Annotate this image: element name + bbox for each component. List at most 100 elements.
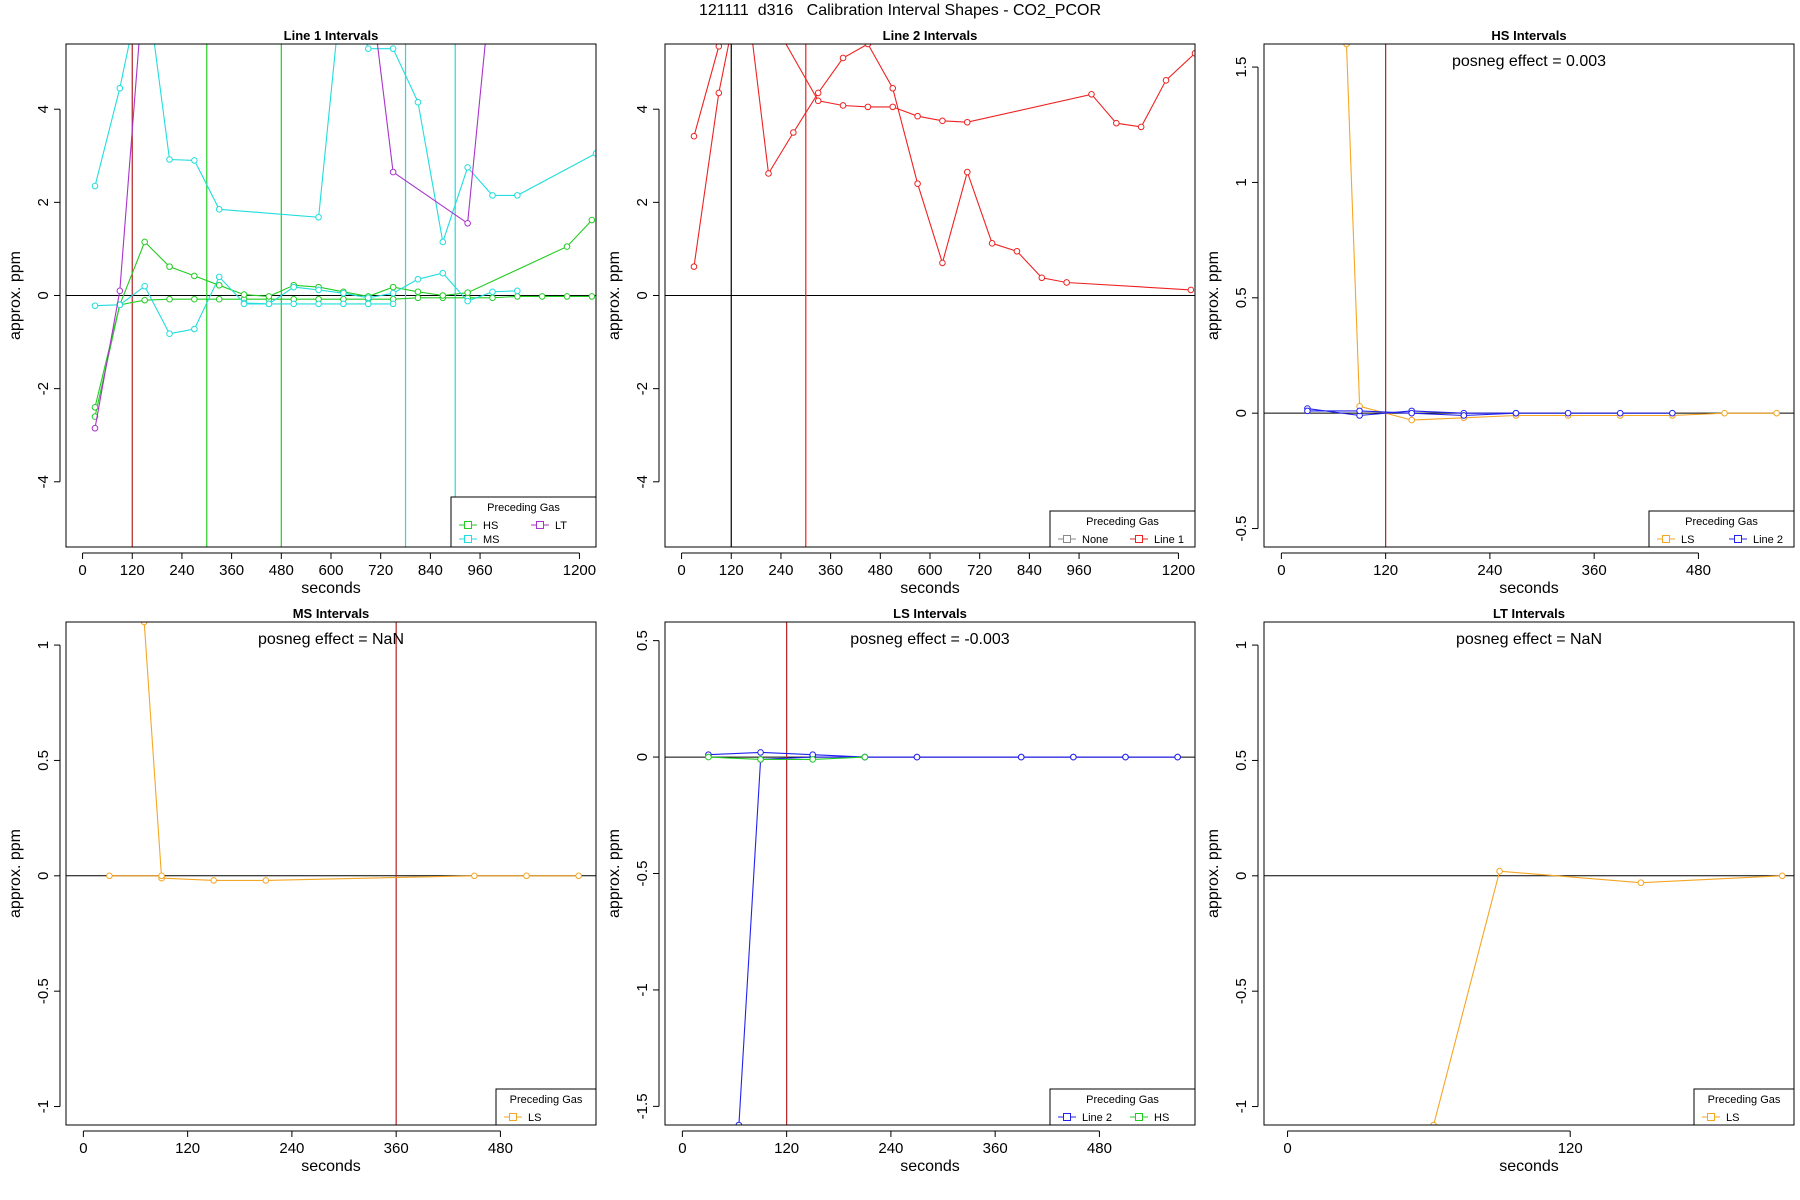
- data-point: [939, 259, 946, 267]
- data-point: [210, 877, 218, 884]
- legend-swatch-marker: [464, 535, 472, 543]
- data-point: [1063, 279, 1070, 286]
- data-point: [809, 756, 817, 763]
- data-point: [464, 297, 471, 305]
- series-line-line-2: [708, 751, 1178, 758]
- x-tick-label: 240: [1477, 562, 1502, 579]
- chart-title: HS Intervals: [1491, 28, 1566, 43]
- data-point: [889, 103, 897, 111]
- data-point: [340, 300, 347, 308]
- x-axis-label: seconds: [301, 580, 361, 597]
- data-point: [389, 45, 397, 52]
- y-tick-label: 0.5: [634, 630, 651, 651]
- y-tick-label: 1.5: [1233, 57, 1250, 78]
- legend-entry-label: None: [1082, 534, 1108, 546]
- data-point: [715, 89, 723, 97]
- x-tick-label: 960: [1067, 562, 1092, 579]
- x-tick-label: 1200: [563, 562, 596, 579]
- y-tick-label: 0: [1233, 872, 1250, 880]
- plot-frame: [1263, 43, 1795, 548]
- x-tick-label: 360: [384, 1140, 409, 1157]
- y-tick-label: 0.5: [1233, 750, 1250, 771]
- x-tick-label: 240: [169, 562, 194, 579]
- plot-frame: [65, 621, 597, 1126]
- x-tick-label: 120: [1558, 1140, 1583, 1157]
- data-point: [790, 129, 797, 136]
- data-point: [563, 293, 571, 300]
- y-tick-label: 2: [35, 198, 52, 206]
- data-point: [439, 292, 447, 299]
- data-point: [538, 293, 546, 300]
- y-tick-label: 0.5: [1233, 287, 1250, 308]
- series-line-lt: [376, 44, 486, 225]
- x-tick-label: 360: [219, 562, 244, 579]
- data-point: [1013, 247, 1021, 255]
- data-point: [1778, 872, 1786, 880]
- data-point: [1512, 409, 1520, 417]
- data-point: [141, 296, 148, 304]
- data-point: [514, 293, 521, 300]
- data-point: [1564, 409, 1572, 417]
- data-point: [757, 756, 764, 763]
- plot-frame: [1263, 621, 1795, 1126]
- legend-entry-label: MS: [483, 534, 500, 546]
- series-line-hs: [708, 756, 865, 760]
- plot-area: [1264, 44, 1794, 547]
- data-point: [389, 300, 397, 308]
- series-line-hs: [94, 295, 592, 417]
- x-tick-label: 240: [768, 562, 793, 579]
- chart-title: LT Intervals: [1493, 606, 1565, 621]
- data-point: [106, 872, 113, 880]
- plot-frame: [664, 43, 1196, 548]
- legend-entry-label: LS: [1726, 1112, 1739, 1124]
- data-point: [1773, 409, 1780, 417]
- legend: Preceding Gas HS LT MS: [450, 496, 597, 548]
- data-point: [1460, 412, 1468, 419]
- x-axis-label: seconds: [301, 1158, 361, 1175]
- legend-entry-label: LT: [555, 520, 567, 532]
- data-point: [91, 302, 99, 310]
- y-tick-label: -4: [634, 475, 651, 488]
- x-tick-label: 720: [967, 562, 992, 579]
- data-point: [489, 294, 496, 302]
- series-line-ls: [1433, 870, 1783, 1125]
- x-tick-label: 360: [1582, 562, 1607, 579]
- data-point: [471, 872, 478, 880]
- data-point: [116, 84, 124, 92]
- data-point: [290, 300, 298, 308]
- data-point: [588, 293, 596, 300]
- legend-title: Preceding Gas: [1086, 516, 1159, 528]
- data-point: [414, 294, 422, 302]
- x-tick-label: 0: [1283, 1140, 1291, 1157]
- data-point: [439, 238, 447, 246]
- data-point: [757, 749, 764, 756]
- x-tick-label: 840: [418, 562, 443, 579]
- data-point: [166, 156, 173, 163]
- data-point: [765, 170, 772, 177]
- legend-entry-label: LS: [1681, 534, 1694, 546]
- x-tick-label: 120: [1373, 562, 1398, 579]
- legend-swatch-marker: [536, 521, 544, 529]
- data-point: [166, 263, 173, 270]
- plot-area: [665, 44, 1195, 547]
- y-tick-label: 2: [634, 198, 651, 206]
- y-axis-label: approx. ppm: [7, 251, 24, 340]
- data-point: [1430, 1121, 1437, 1125]
- y-tick-label: -0.5: [1233, 978, 1250, 1004]
- data-point: [914, 112, 921, 120]
- x-tick-label: 480: [1087, 1140, 1112, 1157]
- data-point: [141, 238, 148, 246]
- data-point: [389, 168, 397, 176]
- chart-title: Line 1 Intervals: [284, 28, 379, 43]
- data-point: [364, 300, 372, 308]
- data-point: [91, 182, 99, 190]
- data-point: [340, 289, 347, 297]
- y-tick-label: -2: [634, 382, 651, 395]
- data-point: [166, 295, 173, 303]
- series-line-ls: [143, 622, 579, 881]
- legend: Preceding Gas Line 2 HS: [1049, 1088, 1196, 1126]
- legend-swatch-marker: [1063, 1113, 1071, 1121]
- data-point: [91, 424, 99, 432]
